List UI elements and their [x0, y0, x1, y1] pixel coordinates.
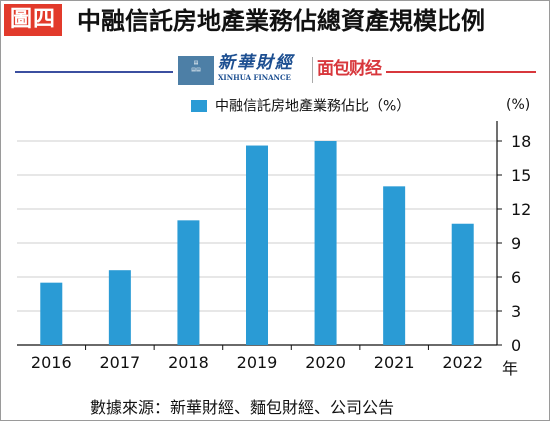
y-tick-label: 6 — [511, 268, 521, 287]
bar — [246, 145, 268, 345]
x-tick-label: 2019 — [237, 353, 278, 372]
chart-legend: 中融信託房地產業務佔比（%） — [191, 95, 410, 117]
legend-swatch — [191, 99, 207, 112]
x-axis-unit: 年 — [502, 359, 519, 378]
x-tick-label: 2020 — [305, 353, 346, 372]
blue-divider-line — [15, 71, 173, 73]
y-tick-label: 12 — [511, 200, 531, 219]
x-tick-label: 2021 — [374, 353, 415, 372]
x-tick-label: 2022 — [442, 353, 483, 372]
xinhua-finance-logo: 新華財經 XINHUA FINANCE — [218, 53, 308, 87]
y-tick-label: 0 — [511, 336, 521, 355]
x-tick-label: 2017 — [99, 353, 140, 372]
bar — [177, 220, 200, 345]
xinhua-logo-en: XINHUA FINANCE — [218, 73, 291, 82]
x-tick-label: 2018 — [168, 353, 209, 372]
bar — [40, 282, 63, 345]
y-tick-label: 15 — [511, 166, 531, 185]
bar — [108, 270, 131, 345]
bar — [451, 223, 474, 345]
bar — [383, 186, 406, 345]
xinhua-logo-cn: 新華財經 — [218, 53, 294, 73]
y-tick-label: 3 — [511, 302, 521, 321]
x-tick-label: 2016 — [31, 353, 72, 372]
chart-title: 中融信託房地產業務佔總資產規模比例 — [77, 7, 485, 35]
logo-separator — [312, 57, 313, 83]
y-tick-label: 9 — [511, 234, 521, 253]
y-axis-unit: (%) — [506, 97, 531, 113]
y-tick-label: 18 — [511, 132, 531, 151]
bar — [314, 141, 337, 345]
figure-badge: 圖四 — [4, 4, 62, 36]
legend-label: 中融信託房地產業務佔比（%） — [215, 98, 411, 115]
miaobao-logo: 面包财经 — [317, 59, 382, 79]
red-divider-line — [386, 71, 536, 73]
data-source: 數據來源：新華財經、麵包財經、公司公告 — [90, 398, 395, 417]
xinhua-logo-icon: ▤ ▤▤ — [178, 56, 214, 85]
